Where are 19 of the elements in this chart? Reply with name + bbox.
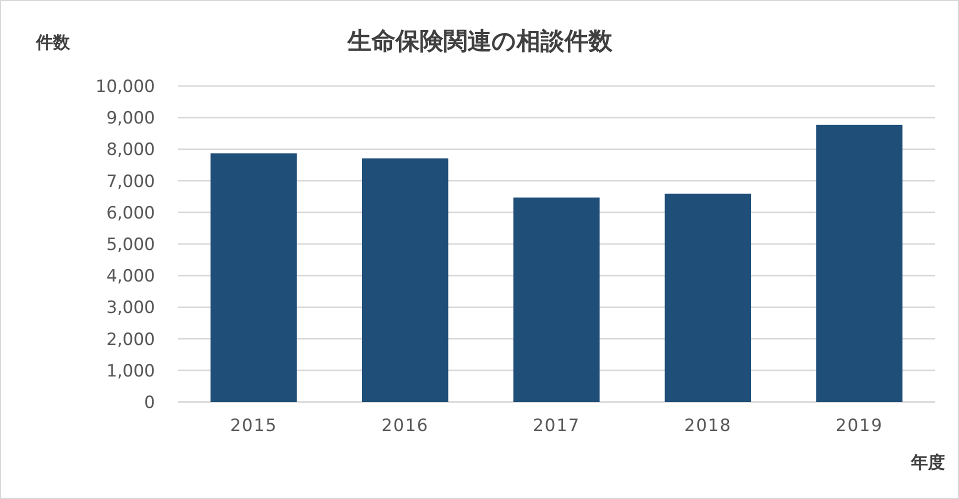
y-tick-label: 1,000 (106, 361, 155, 382)
x-tick-label: 2015 (230, 416, 278, 436)
x-tick-label: 2019 (836, 416, 883, 436)
x-tick-label: 2018 (684, 416, 732, 436)
y-tick-label: 7,000 (106, 172, 155, 192)
y-tick-label: 3,000 (106, 298, 155, 318)
x-tick-label: 2016 (381, 416, 429, 436)
x-axis-title: 年度 (910, 453, 945, 473)
y-tick-label: 0 (144, 393, 155, 413)
x-tick-label: 2017 (532, 416, 580, 436)
y-tick-label: 10,000 (96, 77, 155, 97)
y-tick-label: 6,000 (106, 203, 155, 224)
y-tick-label: 9,000 (106, 108, 155, 129)
y-tick-label: 2,000 (106, 330, 155, 350)
chart-title: 生命保険関連の相談件数 (346, 27, 614, 55)
y-tick-label: 5,000 (106, 235, 155, 255)
y-axis-title: 件数 (35, 33, 71, 53)
y-tick-label: 4,000 (106, 266, 155, 287)
y-tick-label: 8,000 (106, 140, 155, 160)
